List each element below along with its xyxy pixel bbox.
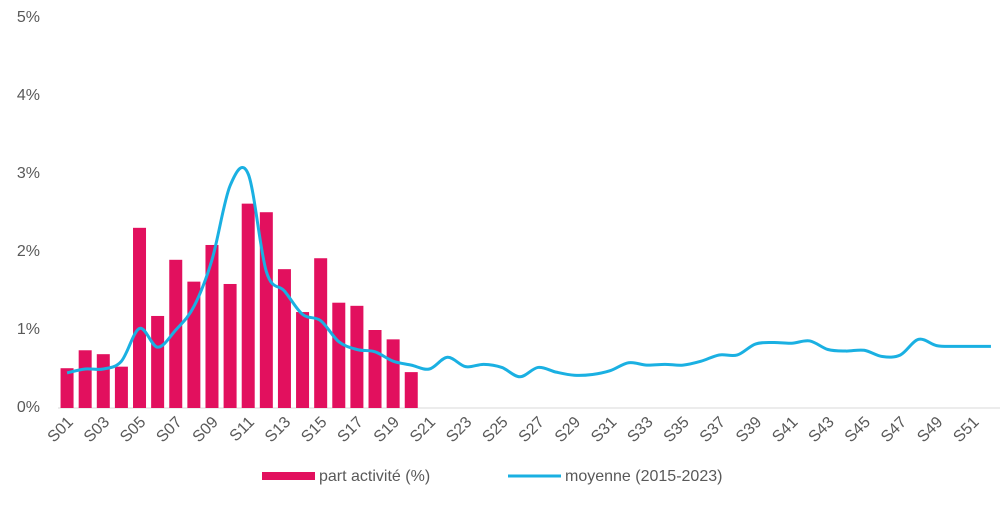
- x-tick-label: S35: [661, 414, 693, 446]
- legend-swatch: [262, 472, 315, 480]
- bar: [296, 312, 310, 408]
- legend-label: part activité (%): [319, 468, 430, 485]
- x-tick-label: S13: [262, 414, 294, 446]
- x-tick-label: S49: [914, 414, 946, 446]
- x-tick-label: S07: [153, 414, 185, 446]
- bar: [386, 339, 400, 408]
- bar: [151, 315, 165, 408]
- x-tick-label: S33: [624, 414, 656, 446]
- bar: [314, 258, 328, 408]
- x-tick-label: S11: [227, 414, 258, 445]
- x-tick-label: S01: [45, 414, 77, 446]
- bar: [350, 305, 364, 408]
- x-tick-label: S47: [878, 414, 910, 446]
- x-tick-label: S25: [479, 414, 511, 446]
- x-tick-label: S17: [335, 414, 367, 446]
- bar: [169, 259, 183, 408]
- bar: [60, 368, 74, 408]
- x-tick-label: S31: [588, 414, 620, 446]
- x-tick-label: S05: [117, 414, 149, 446]
- bar: [404, 372, 418, 408]
- x-tick-label: S51: [950, 414, 982, 446]
- x-tick-label: S15: [298, 414, 330, 446]
- x-tick-label: S09: [190, 414, 222, 446]
- bar: [96, 354, 110, 408]
- y-tick-label: 0%: [17, 399, 40, 416]
- y-tick-label: 3%: [17, 165, 40, 182]
- x-tick-label: S27: [516, 414, 548, 446]
- x-tick-label: S19: [371, 414, 403, 446]
- x-tick-label: S39: [733, 414, 765, 446]
- y-tick-label: 2%: [17, 243, 40, 260]
- x-tick-label: S43: [806, 414, 838, 446]
- bar: [205, 244, 219, 408]
- bar: [133, 227, 147, 408]
- bar: [332, 302, 346, 408]
- line: [66, 166, 991, 379]
- bar: [277, 269, 291, 408]
- x-tick-label: S37: [697, 414, 729, 446]
- y-tick-label: 1%: [17, 321, 40, 338]
- x-tick-label: S21: [407, 414, 439, 446]
- x-tick-label: S23: [443, 414, 475, 446]
- y-tick-label: 5%: [17, 9, 40, 26]
- y-tick-label: 4%: [17, 87, 40, 104]
- bar: [223, 283, 237, 408]
- x-tick-label: S45: [842, 414, 874, 446]
- legend-label: moyenne (2015-2023): [565, 468, 722, 485]
- x-tick-label: S41: [769, 414, 801, 446]
- bar: [241, 203, 255, 408]
- x-tick-label: S29: [552, 414, 584, 446]
- bar: [78, 350, 92, 408]
- bar: [114, 366, 128, 408]
- x-tick-label: S03: [81, 414, 113, 446]
- bar: [368, 330, 382, 408]
